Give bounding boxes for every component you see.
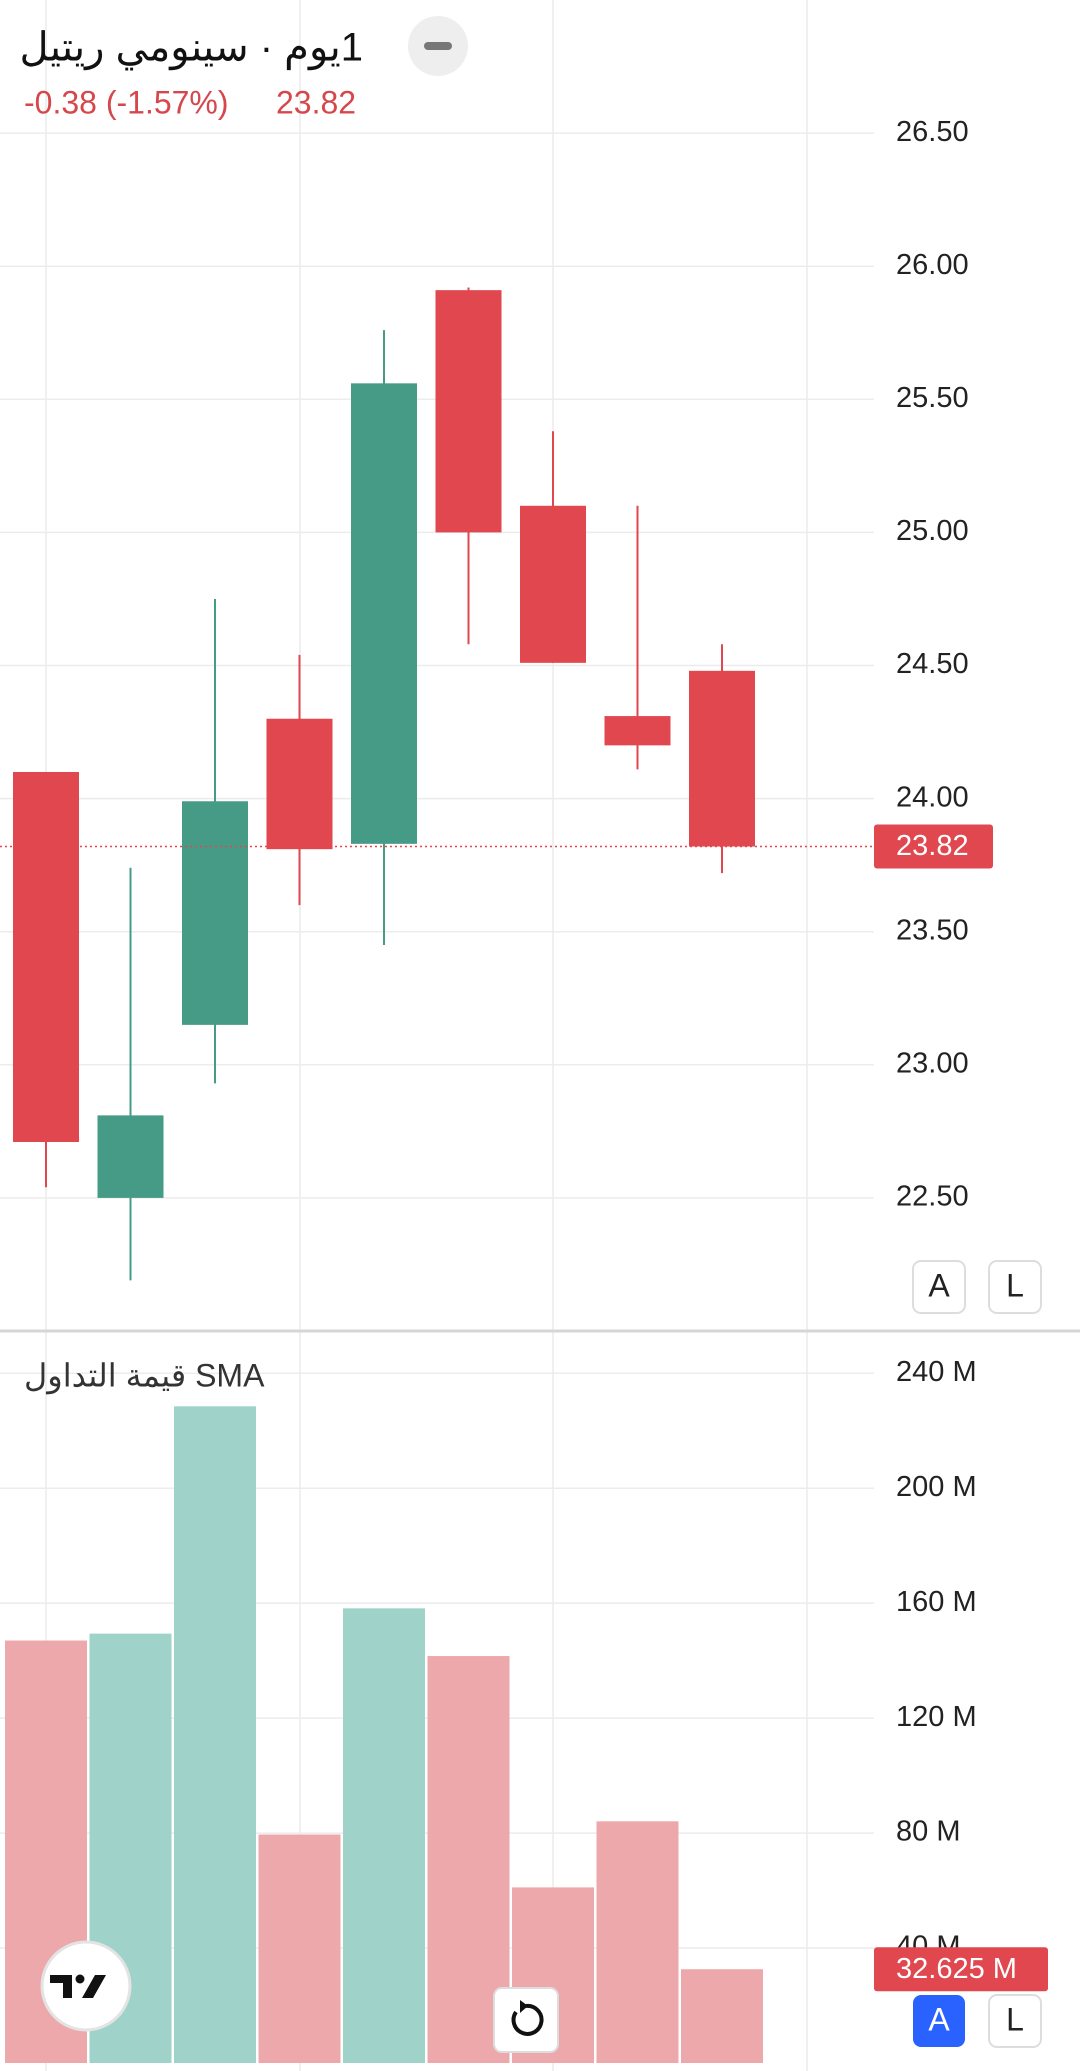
log-button[interactable] xyxy=(988,1260,1042,1314)
volume-bar xyxy=(681,1969,763,2063)
logo-dot xyxy=(75,1974,85,1984)
y-tick-label: 120 M xyxy=(896,1701,977,1733)
logo-circle xyxy=(40,1940,132,2032)
log-label: L xyxy=(1006,1267,1024,1303)
candle-body xyxy=(520,505,586,663)
tradingview-logo[interactable] xyxy=(40,1940,132,2032)
y-tick-label: 160 M xyxy=(896,1586,977,1618)
reset-arrow xyxy=(520,2000,528,2013)
logo-mark xyxy=(50,1975,106,1998)
y-tick-label: 200 M xyxy=(896,1471,977,1503)
last-price: 23.82 xyxy=(276,84,356,120)
y-tick-label: 25.00 xyxy=(896,515,969,547)
y-tick-label: 24.00 xyxy=(896,781,969,813)
log-button[interactable] xyxy=(988,1994,1042,2048)
symbol-title: 1يوم · سينومي ريتيل xyxy=(20,26,363,71)
volume-bar xyxy=(343,1608,425,2063)
log-label: L xyxy=(1006,2001,1024,2037)
last-volume-label: 32.625 M xyxy=(896,1953,1017,1985)
reset-icon xyxy=(511,2003,544,2036)
auto-button[interactable] xyxy=(913,1995,965,2047)
volume-bar xyxy=(258,1834,341,2063)
candle-body xyxy=(604,716,671,746)
reset-box[interactable] xyxy=(493,1987,559,2053)
y-tick-label: 240 M xyxy=(896,1356,977,1388)
reset-button[interactable] xyxy=(493,1987,559,2053)
auto-label: A xyxy=(928,2001,950,2037)
auto-label: A xyxy=(928,1267,950,1303)
y-tick-label: 22.50 xyxy=(896,1181,969,1213)
volume-bar xyxy=(174,1406,256,2063)
y-tick-label: 23.50 xyxy=(896,914,969,946)
price-change: -0.38 (-1.57%) xyxy=(24,84,229,120)
y-tick-label: 26.50 xyxy=(896,116,969,148)
collapse-icon xyxy=(424,42,452,50)
candle-body xyxy=(689,670,755,847)
y-tick-label: 23.00 xyxy=(896,1047,969,1079)
y-tick-label: 24.50 xyxy=(896,648,969,680)
candle-body xyxy=(266,718,333,850)
candle-body xyxy=(97,1115,164,1198)
volume-title: قيمة التداول SMA xyxy=(24,1357,265,1394)
candle-body xyxy=(351,383,417,844)
last-price-box xyxy=(874,824,993,869)
auto-button[interactable] xyxy=(912,1260,966,1314)
volume-scale-buttons: A L xyxy=(913,1994,1042,2048)
price-scale-buttons: A L xyxy=(912,1260,1042,1314)
candle-body xyxy=(13,771,79,1142)
y-tick-label: 26.00 xyxy=(896,249,969,281)
last-volume-box xyxy=(874,1947,1048,1992)
y-tick-label: 25.50 xyxy=(896,382,969,414)
y-tick-label: 80 M xyxy=(896,1816,960,1848)
candle-body xyxy=(182,801,248,1025)
candle-body xyxy=(435,290,502,533)
last-price-label: 23.82 xyxy=(896,830,969,862)
volume-bar xyxy=(596,1821,679,2063)
